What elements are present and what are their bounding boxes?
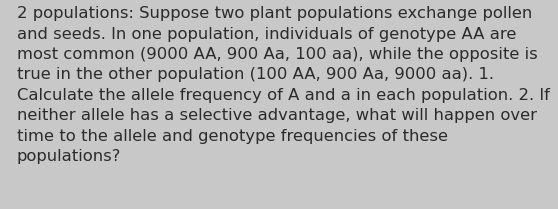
Text: 2 populations: Suppose two plant populations exchange pollen
and seeds. In one p: 2 populations: Suppose two plant populat… (17, 6, 550, 164)
